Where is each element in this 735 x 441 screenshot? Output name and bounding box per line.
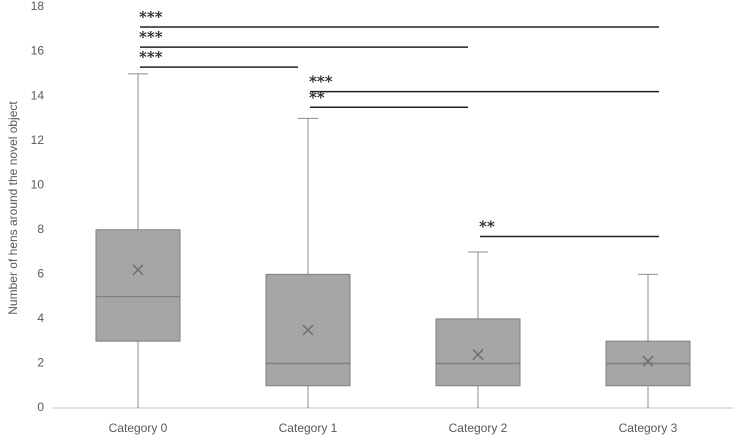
x-tick-label: Category 0 [109, 421, 168, 435]
box [435, 318, 521, 387]
y-tick-label: 16 [31, 44, 45, 58]
y-tick-label: 2 [37, 356, 44, 370]
y-tick-label: 12 [31, 133, 45, 147]
y-axis-label: Number of hens around the novel object [6, 101, 20, 315]
significance-label: ** [479, 217, 495, 235]
y-tick-label: 4 [37, 311, 44, 325]
x-tick-label: Category 1 [279, 421, 338, 435]
y-tick-label: 6 [37, 267, 44, 281]
y-tick-label: 14 [31, 88, 45, 102]
y-tick-label: 8 [37, 222, 44, 236]
mean-marker [472, 349, 484, 361]
y-tick-label: 0 [37, 400, 44, 414]
significance-label: *** [139, 8, 163, 26]
significance-label: *** [139, 48, 163, 66]
mean-marker [132, 264, 144, 276]
significance-label: *** [309, 73, 333, 91]
significance-label: ** [309, 88, 325, 106]
y-tick-label: 18 [31, 0, 45, 13]
mean-marker [642, 355, 654, 367]
x-tick-label: Category 3 [619, 421, 678, 435]
significance-label: *** [139, 28, 163, 46]
box [95, 229, 181, 342]
x-tick-label: Category 2 [449, 421, 508, 435]
y-tick-label: 10 [31, 177, 45, 191]
mean-marker [302, 324, 314, 336]
